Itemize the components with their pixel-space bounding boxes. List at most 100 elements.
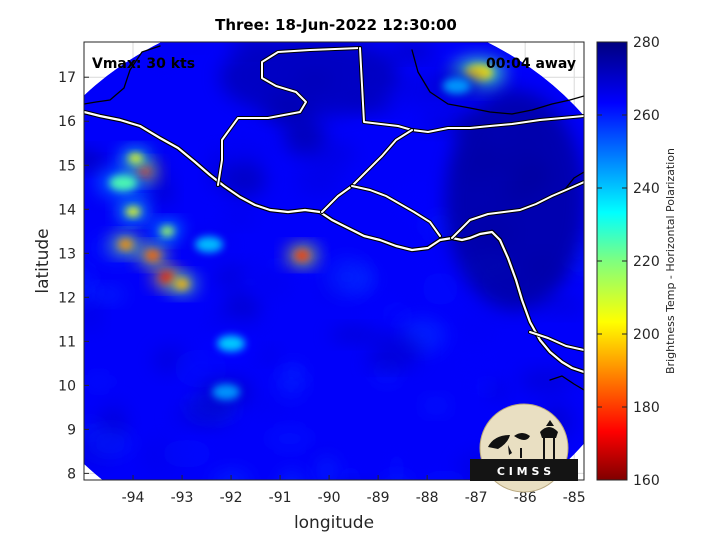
colorbar-tick-label: 200 — [633, 327, 660, 343]
swath-texture-patch — [84, 150, 104, 169]
colorbar-tick-label: 280 — [633, 35, 660, 51]
y-tick-label: 8 — [67, 466, 76, 482]
colorbar-tick-label: 240 — [633, 181, 660, 197]
swath-texture-patch — [529, 308, 568, 322]
swath-texture-patch — [14, 331, 50, 355]
swath-texture-patch — [388, 450, 406, 480]
logo-satellite-dish-icon — [488, 433, 530, 458]
x-tick-label: -88 — [416, 490, 439, 506]
y-tick-label: 11 — [58, 334, 76, 350]
swath-texture-patch — [518, 369, 573, 393]
x-tick-label: -94 — [122, 490, 145, 506]
swath-texture-patch — [86, 429, 135, 458]
convective-cell — [160, 226, 175, 237]
colorbar-tick-label: 160 — [633, 473, 660, 489]
swath-texture-patch — [218, 520, 240, 540]
warm-region — [442, 78, 471, 95]
swath-texture-patch — [253, 504, 272, 530]
swath-texture-patch — [256, 347, 280, 362]
x-tick-label: -89 — [367, 490, 390, 506]
x-tick-label: -92 — [220, 490, 243, 506]
border-guatemala-elsalvador — [321, 129, 413, 213]
swath-texture-patch — [210, 469, 252, 480]
swath-texture-patch — [174, 349, 228, 388]
y-tick-label: 9 — [67, 422, 76, 438]
swath-texture-patch — [84, 373, 116, 391]
coastline — [84, 110, 584, 374]
x-tick-label: -85 — [563, 490, 586, 506]
colorbar-label: Brightness Temp - Horizontal Polarizatio… — [664, 148, 677, 374]
swath-texture-patch — [0, 262, 33, 301]
y-tick-label: 10 — [58, 378, 76, 394]
swath-texture-patch — [445, 90, 584, 311]
time-away-annotation: 00:04 away — [486, 56, 576, 72]
axes-box — [83, 41, 585, 481]
logo-water-tower-icon — [540, 420, 558, 460]
swath-texture-patch — [283, 116, 326, 156]
swath-texture-patch — [420, 470, 469, 480]
convective-cell — [118, 239, 133, 250]
swath-texture-patch — [311, 140, 356, 169]
swath-texture-patch — [277, 369, 305, 400]
coast-yucatan — [84, 45, 584, 391]
swath-texture-patch — [219, 42, 400, 118]
colorbar: 160 180 200 220 240 260 280 Brightness Temp - … — [596, 35, 677, 489]
data-features — [97, 58, 505, 406]
cimss-logo: C I M S S — [470, 403, 578, 493]
border-honduras-nicaragua — [451, 181, 584, 239]
x-tick-label: -90 — [318, 490, 341, 506]
swath-texture-patch — [154, 180, 174, 206]
swath-texture-patch — [459, 314, 497, 342]
swath-texture-patch — [215, 138, 272, 164]
map-boundaries — [84, 45, 584, 391]
swath-texture-patch — [267, 425, 313, 452]
convective-cell — [126, 206, 141, 217]
swath-texture-patch — [221, 211, 257, 227]
y-tick-label: 15 — [58, 158, 76, 174]
swath-texture-patch — [11, 358, 44, 385]
swath-texture-patch — [171, 407, 223, 426]
swath-texture-patch — [162, 42, 209, 49]
logo-text: C I M S S — [497, 465, 551, 478]
swath-texture-patch — [488, 380, 508, 404]
x-axis-label: longitude — [294, 513, 374, 533]
warm-region — [109, 174, 138, 191]
colorbar-tick-label: 180 — [633, 400, 660, 416]
border-nicaragua-costarica — [529, 331, 584, 351]
axis-ticks: -94 -93 -92 -91 -90 -89 -88 -87 -86 -85 8 9 10 11 12 13… — [58, 70, 585, 506]
convective-cell — [128, 153, 143, 164]
swath-texture-patch — [563, 349, 584, 387]
swath-texture-patch — [454, 340, 498, 380]
swath-texture-patch — [383, 309, 412, 322]
y-tick-label: 14 — [58, 202, 76, 218]
y-tick-label: 17 — [58, 70, 76, 86]
chart-title: Three: 18-Jun-2022 12:30:00 — [215, 16, 457, 34]
swath-texture-patch — [247, 397, 286, 416]
warm-region — [195, 236, 223, 253]
swath-texture-patch — [84, 299, 102, 332]
swath-texture-patch — [392, 44, 437, 60]
y-axis-label: latitude — [33, 228, 53, 293]
warm-region — [212, 383, 241, 400]
border-elsalvador-honduras — [351, 185, 441, 237]
swath-texture-patch — [221, 161, 267, 198]
border-mexico-guatemala — [217, 47, 361, 186]
x-tick-label: -87 — [465, 490, 488, 506]
swath-texture-patch — [316, 455, 338, 480]
swath-texture-patch — [295, 161, 343, 198]
y-tick-label: 13 — [58, 246, 76, 262]
swath-texture-patch — [421, 398, 451, 414]
swath-texture-patch — [85, 287, 127, 303]
vmax-annotation: Vmax: 30 kts — [92, 56, 195, 72]
colorbar-tick-label: 260 — [633, 108, 660, 124]
y-tick-label: 12 — [58, 290, 76, 306]
swath-texture-patch — [329, 327, 384, 343]
swath-texture-patch — [161, 439, 213, 468]
warm-region — [217, 335, 246, 352]
x-tick-label: -93 — [171, 490, 194, 506]
colorbar-tick-label: 220 — [633, 254, 660, 270]
swath-texture-patch — [246, 265, 291, 297]
swath-texture-patch — [366, 358, 409, 371]
convective-cell — [295, 250, 310, 261]
